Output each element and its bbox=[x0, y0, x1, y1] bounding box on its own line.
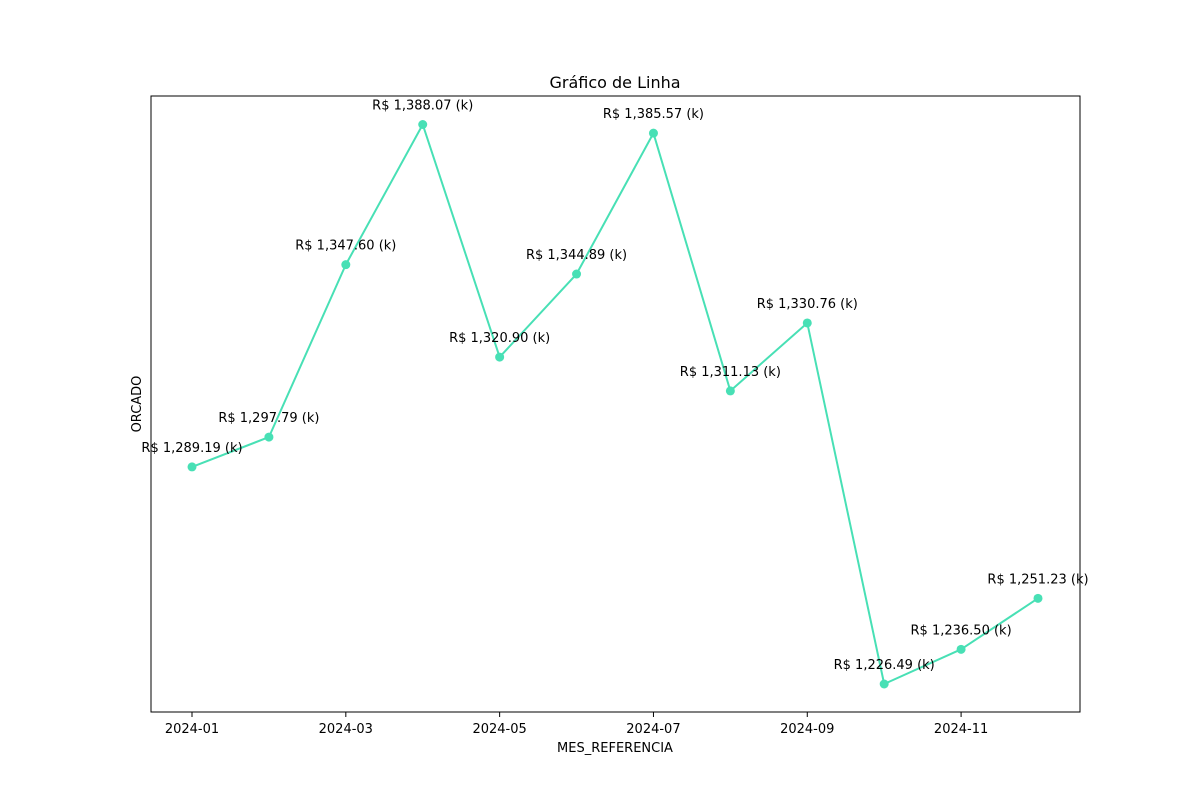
chart-title: Gráfico de Linha bbox=[549, 73, 680, 92]
data-label: R$ 1,347.60 (k) bbox=[295, 239, 396, 254]
data-point bbox=[648, 128, 658, 138]
x-tick-label: 2024-03 bbox=[319, 722, 373, 737]
x-axis-label: MES_REFERENCIA bbox=[557, 741, 673, 756]
data-label: R$ 1,297.79 (k) bbox=[218, 411, 319, 426]
data-label: R$ 1,289.19 (k) bbox=[141, 441, 242, 456]
data-label: R$ 1,344.89 (k) bbox=[526, 248, 627, 263]
data-point bbox=[1033, 593, 1043, 603]
data-point bbox=[341, 260, 351, 270]
data-point bbox=[264, 432, 274, 442]
data-label: R$ 1,311.13 (k) bbox=[680, 365, 781, 380]
data-label: R$ 1,251.23 (k) bbox=[987, 572, 1088, 587]
data-label: R$ 1,226.49 (k) bbox=[834, 658, 935, 673]
data-point bbox=[187, 462, 197, 472]
data-point bbox=[956, 644, 966, 654]
data-label: R$ 1,330.76 (k) bbox=[757, 297, 858, 312]
series-line bbox=[191, 123, 1039, 685]
data-label: R$ 1,388.07 (k) bbox=[372, 99, 473, 114]
y-axis-label: ORCADO bbox=[130, 376, 145, 433]
data-point bbox=[495, 352, 505, 362]
data-point bbox=[572, 269, 582, 279]
plot-area-frame bbox=[150, 95, 1081, 713]
x-axis-ticks: 2024-01 2024-03 2024-05 2024-07 2024-09 2024-… bbox=[165, 712, 988, 737]
data-point bbox=[725, 386, 735, 396]
data-label: R$ 1,320.90 (k) bbox=[449, 331, 550, 346]
x-tick-label: 2024-07 bbox=[626, 722, 680, 737]
data-label: R$ 1,385.57 (k) bbox=[603, 107, 704, 122]
data-label: R$ 1,236.50 (k) bbox=[911, 623, 1012, 638]
data-point bbox=[802, 318, 812, 328]
data-point bbox=[879, 679, 889, 689]
x-tick-label: 2024-09 bbox=[780, 722, 834, 737]
data-point bbox=[418, 120, 428, 129]
series-group: R$ 1,289.19 (k) R$ 1,297.79 (k) R$ 1,347.6… bbox=[141, 99, 1089, 689]
x-tick-label: 2024-01 bbox=[165, 722, 219, 737]
x-tick-label: 2024-11 bbox=[934, 722, 988, 737]
x-tick-label: 2024-05 bbox=[472, 722, 526, 737]
